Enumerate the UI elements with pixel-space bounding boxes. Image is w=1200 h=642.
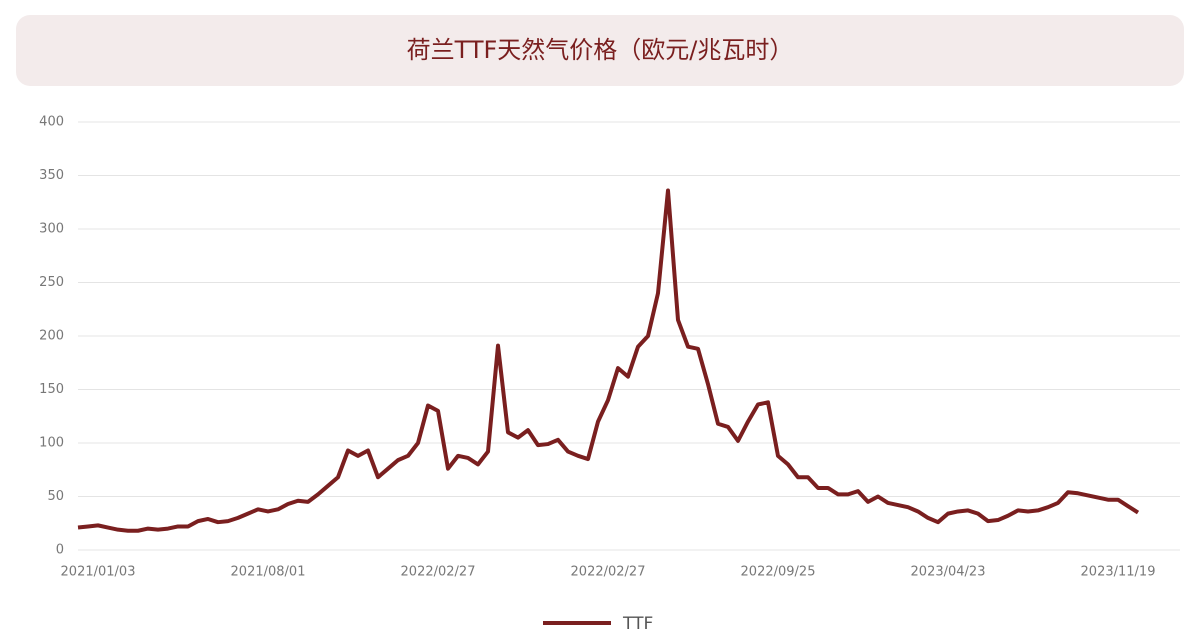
y-tick-label: 350: [39, 168, 64, 183]
line-series: [77, 188, 1140, 533]
y-tick-label: 400: [39, 115, 64, 130]
x-tick-label: 2021/01/03: [61, 565, 136, 580]
legend-label: TTF: [622, 614, 653, 634]
x-tick-label: 2022/02/27: [401, 565, 476, 580]
y-tick-label: 150: [39, 382, 64, 397]
x-tick-label: 2023/11/19: [1081, 565, 1156, 580]
y-tick-label: 100: [39, 436, 64, 451]
title-box: [16, 15, 1184, 86]
x-tick-label: 2023/04/23: [911, 565, 986, 580]
y-tick-label: 0: [56, 543, 64, 558]
chart-title: 荷兰TTF天然气价格（欧元/兆瓦时）: [407, 36, 794, 64]
x-tick-label: 2021/08/01: [231, 565, 306, 580]
x-tick-label: 2022/02/27: [571, 565, 646, 580]
x-tick-label: 2022/09/25: [741, 565, 816, 580]
y-tick-label: 50: [47, 489, 64, 504]
y-tick-label: 250: [39, 275, 64, 290]
y-tick-label: 200: [39, 329, 64, 344]
y-tick-label: 300: [39, 222, 64, 237]
